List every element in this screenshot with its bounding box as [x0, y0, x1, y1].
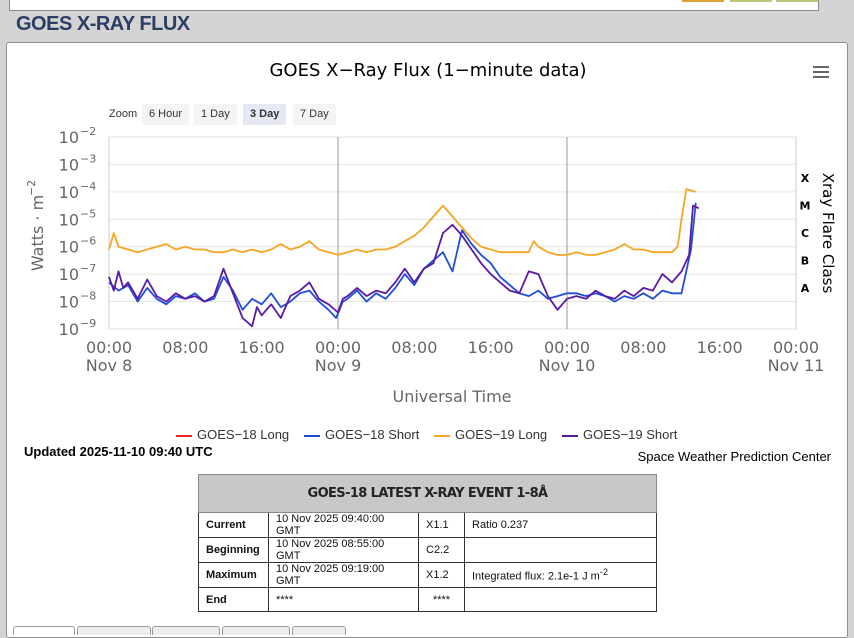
y-tick-label: 10	[59, 155, 79, 174]
y-tick-exponent: −9	[80, 317, 96, 330]
updated-timestamp: Updated 2025-11-10 09:40 UTC	[24, 444, 213, 459]
top-bar-button-3[interactable]	[776, 0, 818, 2]
series-line-3	[108, 204, 700, 328]
x-tick-date-label: Nov 10	[539, 356, 596, 375]
bottom-tab-1[interactable]	[13, 626, 75, 635]
flare-class-label: C	[801, 227, 809, 240]
row-class: ****	[418, 587, 465, 612]
row-label: End	[198, 587, 269, 612]
legend-goes19-long[interactable]: GOES−19 Long	[434, 427, 547, 442]
x-tick-date-label: Nov 9	[315, 356, 362, 375]
event-table: GOES-18 LATEST X-RAY EVENT 1-8Å Current …	[198, 474, 657, 612]
flare-class-label: B	[801, 254, 809, 267]
table-row: Maximum 10 Nov 2025 09:19:00 GMT X1.2 In…	[198, 562, 657, 588]
row-label: Beginning	[198, 537, 269, 563]
y-tick-exponent: −2	[80, 125, 96, 138]
bottom-tab-5[interactable]	[292, 626, 346, 635]
swpc-credit: Space Weather Prediction Center	[637, 449, 831, 464]
x-tick-time-label: 00:00	[773, 338, 819, 357]
page-title: GOES X-RAY FLUX	[16, 13, 190, 35]
legend-swatch-icon	[562, 434, 578, 437]
y-tick-label: 10	[59, 265, 79, 284]
y-tick-exponent: −3	[80, 152, 96, 165]
table-row: End **** ****	[198, 587, 657, 612]
plot-frame	[108, 136, 797, 330]
top-bar-button-1[interactable]	[682, 0, 724, 2]
row-note	[464, 537, 657, 563]
legend-goes18-short[interactable]: GOES−18 Short	[304, 427, 419, 442]
y-axis-label-exponent: −2	[25, 180, 38, 196]
event-table-title: GOES-18 LATEST X-RAY EVENT 1-8Å	[198, 474, 657, 513]
flare-class-label: M	[800, 200, 811, 213]
row-time: ****	[268, 587, 419, 612]
chart-menu-icon[interactable]	[813, 66, 829, 78]
zoom-6-hour-button[interactable]: 6 Hour	[142, 104, 190, 125]
row-time: 10 Nov 2025 08:55:00 GMT	[268, 537, 419, 563]
top-bar-button-2[interactable]	[730, 0, 772, 2]
y-tick-label: 10	[59, 320, 79, 339]
zoom-label: Zoom	[109, 108, 138, 120]
row-note: Integrated flux: 2.1e-1 J m-2	[464, 562, 657, 588]
legend-goes19-short[interactable]: GOES−19 Short	[562, 427, 677, 442]
y-tick-label: 10	[59, 210, 79, 229]
x-tick-time-label: 16:00	[468, 338, 514, 357]
y-tick-label: 10	[59, 183, 79, 202]
row-note: Ratio 0.237	[464, 512, 657, 538]
y-tick-exponent: −7	[80, 262, 96, 275]
x-axis-label: Universal Time	[392, 387, 511, 406]
y-tick-label: 10	[59, 293, 79, 312]
flare-class-label: A	[801, 282, 810, 295]
row-label: Maximum	[198, 562, 269, 588]
x-tick-time-label: 16:00	[239, 338, 285, 357]
row-time: 10 Nov 2025 09:19:00 GMT	[268, 562, 419, 588]
x-tick-time-label: 08:00	[620, 338, 666, 357]
x-tick-time-label: 16:00	[697, 338, 743, 357]
zoom-7-day-button[interactable]: 7 Day	[293, 104, 336, 125]
row-note	[464, 587, 657, 612]
y-tick-exponent: −4	[80, 180, 96, 193]
flare-class-axis-label: Xray Flare Class	[819, 173, 837, 294]
series-line-1	[108, 202, 697, 319]
legend-swatch-icon	[176, 434, 192, 437]
y-tick-exponent: −8	[80, 290, 96, 303]
x-tick-time-label: 00:00	[544, 338, 590, 357]
y-tick-exponent: −6	[80, 235, 96, 248]
x-tick-time-label: 08:00	[162, 338, 208, 357]
bottom-tab-3[interactable]	[152, 626, 220, 635]
x-tick-time-label: 00:00	[86, 338, 132, 357]
y-tick-label: 10	[59, 128, 79, 147]
legend-swatch-icon	[434, 434, 450, 437]
chart-title: GOES X−Ray Flux (1−minute data)	[269, 60, 586, 81]
y-tick-label: 10	[59, 238, 79, 257]
row-class: X1.2	[418, 562, 465, 588]
legend-swatch-icon	[304, 434, 320, 437]
row-class: X1.1	[418, 512, 465, 538]
row-class: C2.2	[418, 537, 465, 563]
top-bar	[9, 0, 819, 11]
series-line-2	[108, 188, 697, 256]
x-tick-time-label: 08:00	[391, 338, 437, 357]
flare-class-label: X	[801, 172, 810, 185]
y-axis-label: Watts · m	[28, 195, 47, 271]
x-tick-date-label: Nov 8	[86, 356, 133, 375]
zoom-3-day-button[interactable]: 3 Day	[243, 104, 287, 125]
zoom-1-day-button[interactable]: 1 Day	[194, 104, 237, 125]
bottom-tab-4[interactable]	[222, 626, 290, 635]
y-tick-exponent: −5	[80, 207, 96, 220]
row-time: 10 Nov 2025 09:40:00 GMT	[268, 512, 419, 538]
bottom-tab-2[interactable]	[77, 626, 151, 635]
row-label: Current	[198, 512, 269, 538]
x-tick-date-label: Nov 11	[768, 356, 825, 375]
table-row: Current 10 Nov 2025 09:40:00 GMT X1.1 Ra…	[198, 512, 657, 538]
table-row: Beginning 10 Nov 2025 08:55:00 GMT C2.2	[198, 537, 657, 563]
x-tick-time-label: 00:00	[315, 338, 361, 357]
legend-goes18-long[interactable]: GOES−18 Long	[176, 427, 289, 442]
